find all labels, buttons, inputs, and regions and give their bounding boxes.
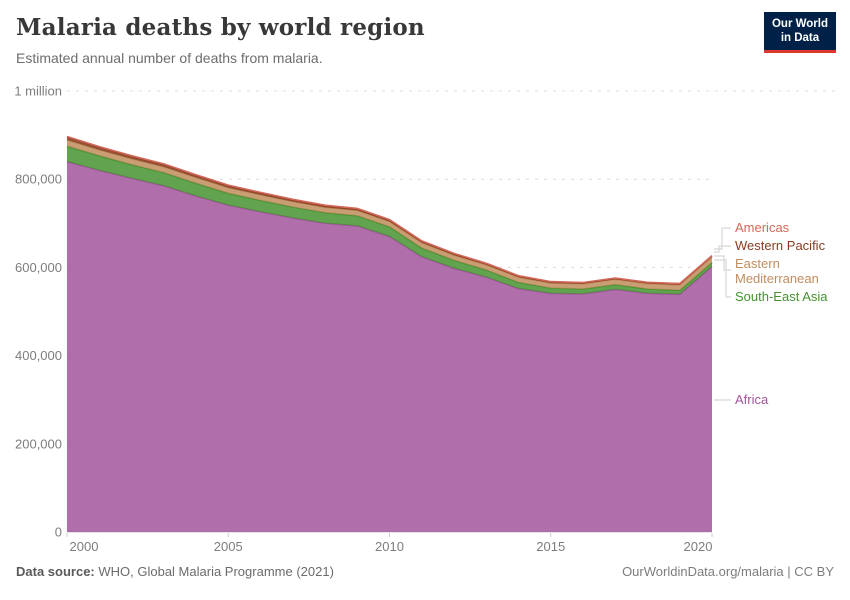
x-tick-label: 2000 <box>70 539 99 554</box>
chart-subtitle: Estimated annual number of deaths from m… <box>16 50 323 66</box>
chart-header: Malaria deaths by world region Estimated… <box>16 14 425 66</box>
y-tick-label: 400,000 <box>15 348 62 363</box>
y-tick-label: 0 <box>55 525 62 540</box>
legend-label-eastern-mediterranean[interactable]: Eastern <box>735 256 780 271</box>
data-source: Data source: WHO, Global Malaria Program… <box>16 564 334 579</box>
x-tick-label: 2020 <box>684 539 713 554</box>
legend-label-americas[interactable]: Americas <box>735 220 790 235</box>
legend-label-western-pacific[interactable]: Western Pacific <box>735 238 826 253</box>
legend-connector <box>714 259 731 298</box>
legend-label-south-east-asia[interactable]: South-East Asia <box>735 289 828 304</box>
attribution-link[interactable]: OurWorldinData.org/malaria | CC BY <box>622 564 834 579</box>
y-tick-label: 200,000 <box>15 436 62 451</box>
data-source-label: Data source: <box>16 564 95 579</box>
y-tick-label: 1 million <box>14 84 62 99</box>
owid-logo-line2: in Data <box>780 32 820 45</box>
area-line-americas <box>66 135 713 285</box>
x-tick-label: 2015 <box>536 539 565 554</box>
x-tick-label: 2005 <box>214 539 243 554</box>
owid-logo[interactable]: Our World in Data <box>763 12 836 53</box>
owid-logo-line1: Our World <box>771 18 828 30</box>
data-source-value: WHO, Global Malaria Programme (2021) <box>98 564 334 579</box>
legend-label-eastern-mediterranean[interactable]: Mediterranean <box>735 271 819 286</box>
legend-label-africa[interactable]: Africa <box>735 392 769 407</box>
y-tick-label: 600,000 <box>15 260 62 275</box>
legend-connector <box>714 227 731 250</box>
legend-connector <box>714 255 731 271</box>
x-tick-label: 2010 <box>375 539 404 554</box>
area-africa[interactable] <box>67 161 712 532</box>
y-tick-label: 800,000 <box>15 172 62 187</box>
legend-connector <box>714 245 731 253</box>
chart-title: Malaria deaths by world region <box>16 14 425 41</box>
chart-footer: Data source: WHO, Global Malaria Program… <box>0 564 850 579</box>
